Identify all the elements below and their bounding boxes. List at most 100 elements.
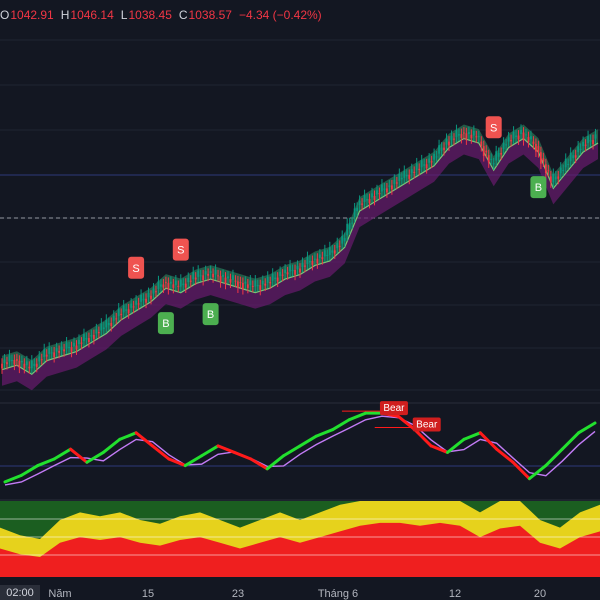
candle-body	[569, 152, 572, 162]
candle-body	[333, 250, 336, 254]
candle-body	[348, 223, 351, 230]
candle-body	[465, 133, 468, 140]
bear-badge	[379, 401, 408, 416]
candle-body	[321, 257, 324, 260]
oscillator-segment	[200, 444, 220, 458]
oscillator-segment	[249, 457, 269, 471]
oscillator-segment	[69, 447, 89, 464]
low-label: L	[120, 8, 128, 22]
candle-body	[440, 147, 443, 151]
candle-body	[122, 305, 125, 313]
candle-body	[162, 284, 165, 288]
candle-body	[177, 285, 180, 287]
candle-body	[539, 152, 542, 164]
price-panel[interactable]: S S B B S B	[1, 116, 599, 391]
bear-label: Bear	[416, 420, 438, 431]
oscillator-segment	[151, 444, 171, 461]
candle-body	[58, 350, 61, 353]
candle-body	[207, 273, 210, 276]
oscillator-segment	[560, 431, 581, 451]
candle-body	[88, 338, 90, 342]
sell-signal-badge: S	[172, 238, 189, 261]
candle-body	[309, 260, 311, 263]
candle-body	[28, 366, 31, 369]
candle-body	[169, 281, 172, 284]
candle-body	[579, 148, 582, 150]
candle-body	[217, 275, 219, 277]
candle-body	[25, 361, 28, 366]
candle-body	[63, 349, 65, 352]
oscillator-segment	[3, 473, 23, 484]
oscillator-segment	[52, 447, 73, 461]
candle-body	[274, 277, 277, 280]
signal-badge-box	[530, 176, 547, 199]
candle-body	[376, 190, 378, 195]
candle-body	[184, 283, 187, 288]
candle-body	[145, 298, 147, 303]
high-value: 1046.14	[70, 8, 114, 22]
oscillator-panel[interactable]: Bear Bear	[3, 401, 597, 486]
candle-body	[110, 322, 113, 327]
candle-body	[73, 342, 75, 347]
candle-body	[279, 271, 282, 277]
candle-body	[224, 277, 227, 284]
candle-body	[351, 222, 354, 224]
candle-body	[38, 356, 41, 362]
signal-badge-box	[128, 256, 145, 279]
candle-body	[311, 260, 314, 265]
candle-body	[48, 347, 51, 354]
candle-body	[95, 329, 98, 334]
oscillator-segment	[19, 464, 40, 477]
candle-body	[55, 348, 58, 352]
current-time-label: 02:00	[0, 585, 40, 600]
candle-body	[390, 185, 393, 190]
close-value: 1038.57	[188, 8, 232, 22]
candle-body	[517, 135, 520, 140]
candle-body	[400, 177, 403, 180]
candle-body	[100, 323, 103, 331]
candle-body	[271, 273, 274, 281]
candle-body	[90, 335, 93, 337]
candle-body	[20, 361, 23, 363]
oscillator-segment	[413, 428, 433, 448]
sell-signal-badge: S	[128, 256, 145, 279]
candle-body	[286, 272, 289, 275]
candle-body	[567, 163, 570, 165]
candle-body	[241, 282, 244, 290]
candle-body	[502, 142, 505, 150]
oscillator-segment	[544, 447, 564, 468]
signal-label: B	[162, 318, 169, 330]
candle-body	[368, 199, 371, 203]
candle-body	[227, 276, 229, 279]
trend-panel[interactable]	[0, 501, 600, 577]
candle-body	[6, 362, 8, 365]
candle-body	[405, 174, 408, 177]
candle-body	[112, 315, 115, 321]
oscillator-segment	[183, 454, 204, 468]
candle-body	[254, 280, 257, 287]
low-value: 1038.45	[128, 8, 172, 22]
candle-body	[306, 257, 309, 264]
time-axis-background	[0, 578, 600, 600]
candle-body	[18, 360, 21, 368]
candle-body	[244, 281, 247, 284]
candle-body	[544, 164, 547, 174]
candle-body	[410, 169, 413, 174]
bear-badge	[412, 417, 441, 432]
candle-body	[219, 276, 222, 283]
candle-body	[152, 288, 155, 294]
oscillator-segment	[282, 444, 302, 458]
candle-body	[527, 137, 530, 143]
candle-body	[584, 144, 587, 146]
candle-body	[472, 130, 475, 136]
candle-body	[408, 174, 411, 179]
candle-body	[294, 270, 296, 275]
candle-body	[155, 291, 157, 293]
candle-body	[157, 281, 160, 289]
time-axis-label: 23	[232, 588, 244, 600]
candle-body	[115, 318, 118, 320]
candle-body	[363, 195, 366, 203]
oscillator-segment	[347, 411, 368, 422]
candle-body	[336, 243, 339, 249]
